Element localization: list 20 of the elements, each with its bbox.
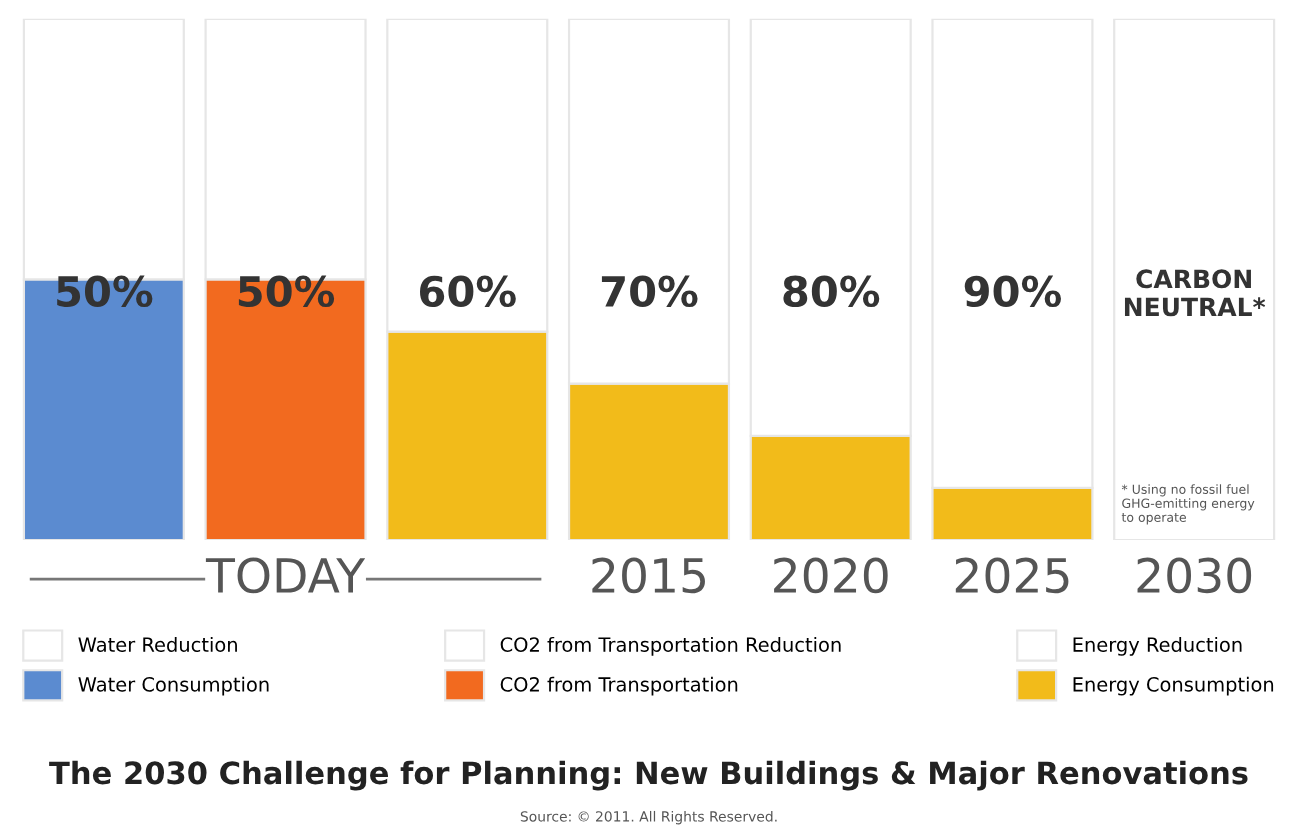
data-label: 50% (57, 275, 153, 308)
legend-label: CO2 from Transportation Reduction (500, 636, 841, 656)
x-tick-label: 2015 (592, 557, 705, 594)
legend-label: Energy Reduction (1073, 636, 1242, 656)
x-tick-label: 2020 (774, 557, 888, 594)
x-tick-label: 2030 (1137, 557, 1252, 594)
data-label: 60% (420, 275, 516, 308)
x-tick-label: 2025 (955, 557, 1069, 594)
data-label: 80% (783, 275, 880, 308)
data-label: CARBON NEUTRAL* (1124, 269, 1266, 317)
data-label: 70% (601, 275, 698, 308)
text: The 2030 Challenge for Planning: New Buildings & Major Renovations (49, 760, 1248, 791)
legend-label: Energy Consumption (1073, 676, 1274, 696)
data-label: 90% (964, 275, 1061, 308)
legend-label: Water Reduction (78, 636, 237, 652)
data-label: 50% (238, 275, 335, 308)
bar (1113, 18, 1276, 541)
legend-label: CO2 from Transportation (500, 676, 738, 696)
legend-label: Water Consumption (78, 676, 269, 696)
x-tick-label: TODAY (205, 557, 366, 594)
